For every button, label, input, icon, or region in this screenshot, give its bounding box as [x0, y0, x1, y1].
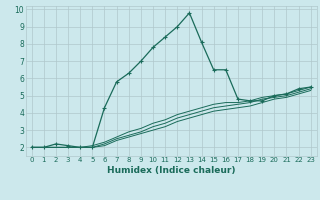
X-axis label: Humidex (Indice chaleur): Humidex (Indice chaleur) — [107, 166, 236, 175]
